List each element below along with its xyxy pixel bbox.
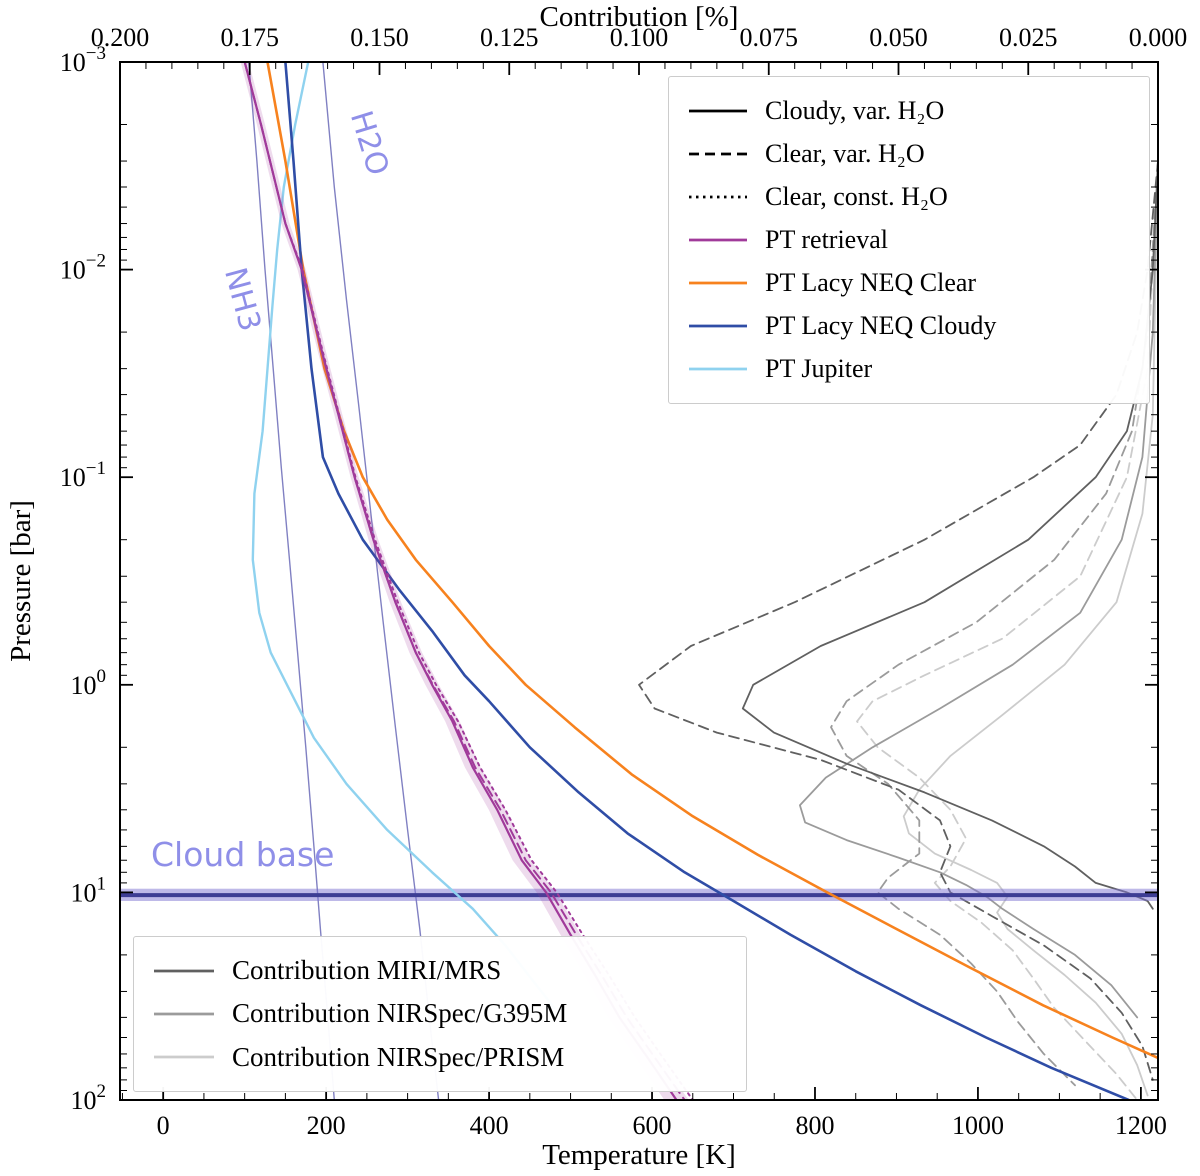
y-tick-label: 10−3 (60, 43, 106, 77)
x-tick-label: 800 (795, 1111, 834, 1140)
x-tick-label: 1000 (952, 1111, 1004, 1140)
legend-entry: Clear, const. H₂O (687, 175, 1131, 218)
top-tick-label: 0.200 (91, 23, 150, 52)
legend-entry-label: Contribution MIRI/MRS (232, 955, 502, 986)
y-tick-label: 100 (71, 666, 107, 700)
legend-models: Cloudy, var. H₂O Clear, var. H₂O Clear, co… (668, 76, 1150, 404)
y-tick-label: 10−1 (60, 458, 106, 492)
legend-line-sample (689, 152, 747, 156)
y-axis-label: Pressure [bar] (5, 500, 37, 662)
legend-entry-label: PT retrieval (765, 224, 888, 254)
legend-entry: PT Jupiter (687, 348, 1131, 391)
curve-contribution-miri-cloudy (741, 160, 1158, 910)
legend-entry: PT Lacy NEQ Cloudy (687, 305, 1131, 348)
legend-line-sample (689, 238, 747, 242)
legend-entry-label: Clear, const. H₂O (765, 181, 948, 211)
curve-pt-jupiter (251, 62, 556, 1010)
y-tick-label: 10−2 (60, 251, 106, 285)
curve-pt-retrieval-dashed (243, 62, 686, 1100)
legend-line-sample (154, 1012, 214, 1016)
x-tick-label: 200 (307, 1111, 346, 1140)
top-tick-label: 0.125 (480, 23, 539, 52)
legend-line-sample (154, 969, 214, 973)
axis-ticks (119, 61, 1159, 1101)
top-tick-label: 0.100 (610, 23, 669, 52)
legend-line-sample (689, 195, 747, 199)
legend-entry-label: PT Lacy NEQ Clear (765, 268, 977, 298)
legend-entry: Contribution MIRI/MRS (152, 949, 728, 992)
legend-entry-label: Cloudy, var. H₂O (765, 95, 945, 125)
annotation-h2o: H2O (343, 107, 396, 180)
annotation-nh3: NH3 (217, 264, 267, 335)
y-tick-label: 101 (71, 873, 107, 907)
legend-line-sample (689, 109, 747, 112)
curve-contribution-miri-clear (638, 160, 1158, 1081)
legend-line-sample (689, 368, 747, 371)
legend-line-sample (689, 281, 747, 285)
legend-line-sample (689, 324, 747, 328)
legend-entry: Contribution NIRSpec/G395M (152, 992, 728, 1035)
x-tick-label: 0 (157, 1111, 170, 1140)
top-axis-label: Contribution [%] (540, 1, 739, 33)
top-tick-label: 0.000 (1129, 23, 1188, 52)
legend-entry-label: PT Jupiter (765, 354, 873, 384)
curve-contribution-g395m-cloudy (799, 160, 1158, 1019)
legend-entry: Cloudy, var. H₂O (687, 89, 1131, 132)
top-tick-label: 0.075 (740, 23, 799, 52)
legend-entry-label: Clear, var. H₂O (765, 138, 925, 168)
legend-entry: Clear, var. H₂O (687, 132, 1131, 175)
legend-entry: PT retrieval (687, 218, 1131, 261)
y-tick-label: 102 (71, 1081, 107, 1115)
legend-contribution: Contribution MIRI/MRS Contribution NIRSpe… (133, 936, 747, 1092)
top-tick-label: 0.050 (869, 23, 928, 52)
plot-frame (119, 61, 1159, 1101)
top-tick-label: 0.025 (999, 23, 1058, 52)
legend-line-sample (154, 1055, 214, 1059)
top-tick-label: 0.150 (350, 23, 409, 52)
x-axis-label: Temperature [K] (542, 1139, 736, 1171)
top-tick-label: 0.175 (221, 23, 280, 52)
x-tick-label: 1200 (1115, 1111, 1167, 1140)
legend-entry-label: Contribution NIRSpec/G395M (232, 998, 568, 1029)
x-tick-label: 600 (633, 1111, 672, 1140)
curve-pt-lacy-neq-cloudy (284, 62, 1130, 1100)
annotation-cloud-base: Cloud base (151, 835, 334, 874)
curve-contribution-prism-cloudy (902, 160, 1158, 1097)
legend-entry-label: Contribution NIRSpec/PRISM (232, 1041, 565, 1072)
curve-contribution-g395m-clear (830, 160, 1158, 1087)
x-tick-label: 400 (470, 1111, 509, 1140)
legend-entry-label: PT Lacy NEQ Cloudy (765, 311, 997, 341)
legend-entry: PT Lacy NEQ Clear (687, 262, 1131, 305)
axis-tick-labels: 0 200 400 600 800 1000 1200 0.200 0.175 0.150 0.12… (60, 23, 1187, 1140)
legend-entry: Contribution NIRSpec/PRISM (152, 1036, 728, 1079)
